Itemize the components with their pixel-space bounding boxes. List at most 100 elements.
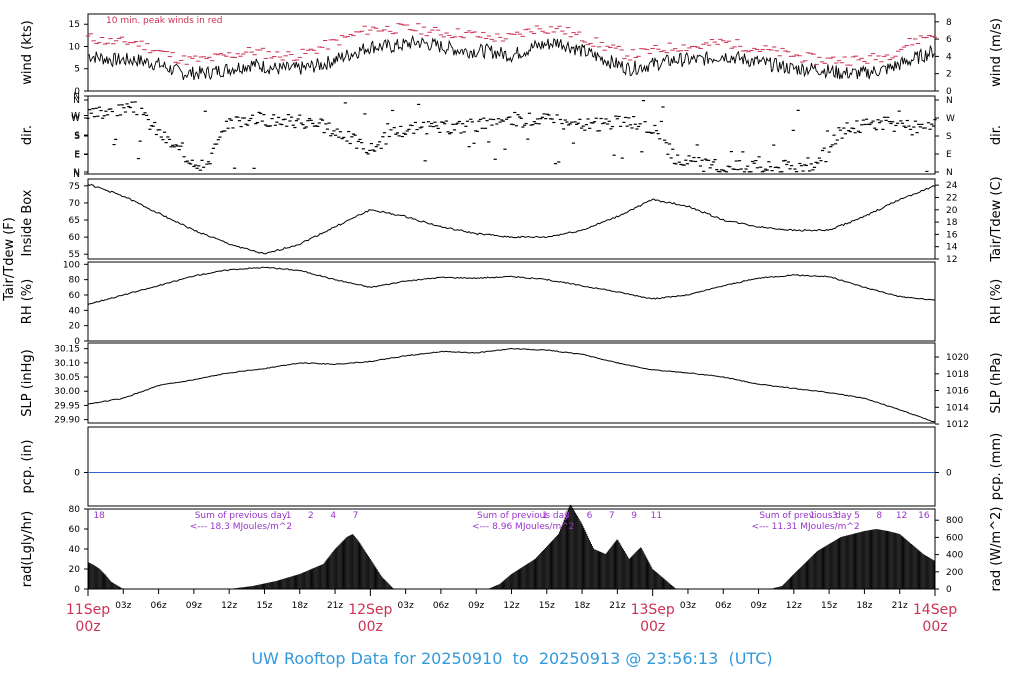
wind-annotation: 10 min. peak winds in red xyxy=(106,16,223,26)
rh-frame xyxy=(87,261,936,342)
x-hour-label: 21z xyxy=(892,601,908,611)
wind-mean-line xyxy=(87,34,936,81)
wind-ytick-label: 15 xyxy=(69,20,80,30)
temp-y2tick-label: 22 xyxy=(946,193,957,203)
x-day-sublabel: 00z xyxy=(358,619,383,635)
pcp-y2tick-label: 0 xyxy=(946,469,952,479)
slp-y2tick-label: 1018 xyxy=(946,370,969,380)
rad-ytick-label: 20 xyxy=(69,565,81,575)
slp-y2tick-label: 1016 xyxy=(946,387,969,397)
slp-ytick-label: 30.05 xyxy=(54,373,80,383)
time-axis: 03z 06z 09z 12z 15z 18z 21z 03z 06z 09z 12z 15z 18z 2… xyxy=(66,589,957,635)
x-day-label: 14Sep xyxy=(913,602,957,618)
pcp-ylabel-right: pcp. (mm) xyxy=(989,433,1004,500)
rad-daysum-value: <--- 18.3 MJoules/m^2 xyxy=(190,522,292,532)
x-hour-label: 15z xyxy=(256,601,272,611)
rh-ytick-label: 60 xyxy=(69,291,81,301)
temp-ytick-label: 70 xyxy=(69,199,81,209)
x-hour-label: 09z xyxy=(186,601,202,611)
x-hour-label: 09z xyxy=(468,601,484,611)
dir-ytick-label: N xyxy=(73,168,80,178)
rh-ytick-label: 20 xyxy=(69,322,81,332)
dir-ytick-label: E xyxy=(74,150,80,160)
slp-y2tick-label: 1012 xyxy=(946,420,969,430)
wind-ytick-label: 5 xyxy=(74,65,80,75)
dir-ytick-label: W xyxy=(71,112,80,122)
wind-y2tick-label: 6 xyxy=(946,35,952,45)
temp-frame xyxy=(87,178,936,260)
dir-ytick-label: E xyxy=(74,151,80,161)
slp-ytick-label: 30.10 xyxy=(54,359,80,369)
rad-y2tick-label: 800 xyxy=(946,516,963,526)
dir-y2tick-label: W xyxy=(946,114,955,124)
pcp-frame xyxy=(87,426,936,507)
x-hour-label: 09z xyxy=(750,601,766,611)
rad-y2tick-label: 600 xyxy=(946,533,963,543)
x-hour-label: 18z xyxy=(856,601,872,611)
wind-ylabel: wind (kts) xyxy=(20,20,35,84)
rh-ytick-label: 0 xyxy=(74,337,80,347)
x-hour-label: 12z xyxy=(221,601,237,611)
rad-hour-label: 1 xyxy=(286,511,292,521)
pcp-ytick-label: 0 xyxy=(74,469,80,479)
x-hour-label: 03z xyxy=(680,601,696,611)
rad-daysum-label: Sum of previous day xyxy=(477,511,570,521)
rh-ytick-label: 100 xyxy=(63,260,80,270)
temp-y2tick-label: 20 xyxy=(946,206,958,216)
rad-ytick-label: 80 xyxy=(69,505,81,515)
x-day-sublabel: 00z xyxy=(75,619,100,635)
wind-ytick-label: 10 xyxy=(69,42,81,52)
rad-ytick-label: 40 xyxy=(69,545,81,555)
rad-hour-label: 3 xyxy=(832,511,838,521)
slp-ytick-label: 29.95 xyxy=(54,401,80,411)
x-hour-label: 03z xyxy=(398,601,414,611)
rad-daysum-label: Sum of previous day xyxy=(195,511,288,521)
dir-y2tick-label: N xyxy=(946,168,953,178)
temp-y2tick-label: 16 xyxy=(946,230,958,240)
rad-hour-label: 7 xyxy=(353,511,359,521)
slp-line xyxy=(87,347,936,423)
wind-panel: 0 5 10 15 0 2 4 6 8 wind (kts) wind (m/s) 10 min. p… xyxy=(20,13,1004,97)
rad-hour-label: 7 xyxy=(609,511,615,521)
wind-y2tick-label: 2 xyxy=(946,70,952,80)
temp-ytick-label: 55 xyxy=(69,250,80,260)
rad-hour-label: 5 xyxy=(854,511,860,521)
x-day-sublabel: 00z xyxy=(640,619,665,635)
rad-hour-label: 4 xyxy=(330,511,336,521)
dir-ytick-label: S xyxy=(74,131,80,141)
x-hour-label: 18z xyxy=(574,601,590,611)
slp-ytick-label: 30.15 xyxy=(54,345,80,355)
dir-ylabel-right: dir. xyxy=(989,125,1004,145)
temp-ytick-label: 60 xyxy=(69,233,81,243)
pcp-panel: 0 0 pcp. (in) pcp. (mm) xyxy=(20,426,1004,507)
wind-y2tick-label: 8 xyxy=(946,18,952,28)
x-hour-label: 03z xyxy=(115,601,131,611)
rad-hour-label: 12 xyxy=(896,511,907,521)
x-hour-label: 18z xyxy=(292,601,308,611)
temp-ylabel-right: Tair/Tdew (C) xyxy=(989,176,1004,262)
wind-ylabel-right: wind (m/s) xyxy=(989,18,1004,87)
x-day-label: 13Sep xyxy=(631,602,675,618)
temp-ytick-label: 75 xyxy=(69,182,80,192)
rad-hour-label: 2 xyxy=(308,511,314,521)
x-day-sublabel: 00z xyxy=(922,619,947,635)
dir-ylabel: dir. xyxy=(20,125,35,145)
rh-line xyxy=(87,266,936,305)
x-hour-label: 12z xyxy=(503,601,519,611)
x-hour-label: 15z xyxy=(821,601,837,611)
x-hour-label: 12z xyxy=(786,601,802,611)
rh-ytick-label: 80 xyxy=(69,276,81,286)
dir-ytick-label: W xyxy=(71,114,80,124)
wind-ytick-label: 0 xyxy=(74,87,80,97)
x-hour-label: 15z xyxy=(539,601,555,611)
dir-ytick-label: N xyxy=(73,96,80,106)
rad-y2tick-label: 400 xyxy=(946,551,963,561)
footer-title: UW Rooftop Data for 20250910 to 20250913… xyxy=(251,649,773,668)
slp-y2tick-label: 1020 xyxy=(946,353,969,363)
rad-hour-label: 16 xyxy=(918,511,930,521)
rad-hour-label: 3 xyxy=(564,511,570,521)
dir-y2tick-label: E xyxy=(946,150,952,160)
wind-frame xyxy=(87,13,936,92)
